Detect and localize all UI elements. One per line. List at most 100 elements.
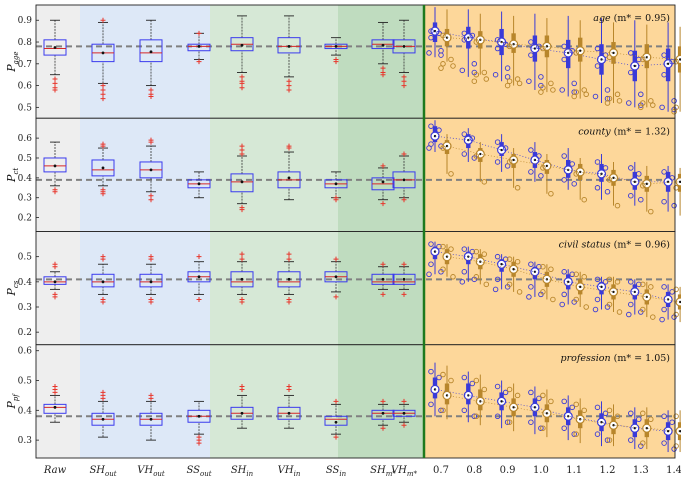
gold-sample-point [650,102,656,108]
blue-trend [434,389,669,432]
boxplot-6 [324,171,348,203]
gold-center-dot [612,290,615,294]
blue-center-dot [533,158,537,162]
x-tick-main: SH [370,465,386,476]
gold-sample-point [473,413,480,420]
gold-sample-point [481,179,488,185]
mean-dot [240,277,244,281]
gold-center-marker [675,297,681,307]
blue-sample-point [594,45,601,52]
gold-sample-point [548,80,554,87]
blue-sample-point [659,104,665,111]
series-gold [440,365,681,453]
blue-sample-point [569,271,575,278]
gold-center-dot [612,51,615,55]
gold-sample-point [673,443,679,449]
box-iqr [277,37,301,54]
blue-sample-point [461,246,468,252]
outlier-marker [380,163,386,169]
blue-group [492,11,511,82]
gold-sample-point [573,271,579,278]
outlier-marker [333,59,339,65]
mean-dot [287,176,291,180]
blue-sample-point [461,269,468,275]
blue-sample-point [459,67,466,74]
x-tick-label-7: SHm* [370,465,396,478]
blue-sample-point [494,383,501,390]
outlier-marker [401,261,407,267]
mean-dot [53,46,57,49]
gold-sample-point [640,410,646,417]
gold-sample-point [481,386,488,393]
outlier-marker [196,434,202,440]
outlier-marker [380,261,386,267]
gold-group [506,148,521,191]
gold-sample-point [573,431,579,437]
blue-sample-point [604,87,611,93]
blue-sample-point [661,169,667,175]
gold-sample-point [506,78,513,84]
blue-sample-point [561,153,567,159]
blue-sample-point [461,131,468,137]
region-band [80,231,210,345]
series-blue [426,241,677,323]
gold-sample-point [473,39,480,45]
gold-sample-point [481,69,488,76]
outlier-marker [401,422,407,428]
box-iqr [91,159,115,177]
blue-sample-point [626,311,632,318]
gold-sample-point [448,246,454,252]
gold-sample-point [573,296,579,303]
blue-sample-point [436,243,442,250]
outlier-marker [239,251,245,257]
boxplot-5 [277,15,301,93]
blue-sample-point [471,413,478,420]
x-tick-main: SS [186,465,200,476]
outlier-marker [333,256,339,262]
outlier-marker [286,256,292,262]
gold-sample-point [506,281,513,288]
x-tick-label-1: SHout [89,465,116,478]
outlier-marker [239,256,245,262]
blue-sample-point [428,28,434,34]
gold-sample-point [581,87,587,93]
blue-sample-point [671,98,677,104]
region-band [36,231,80,345]
gold-sample-point [581,196,587,203]
m-value-label: 0.7 [433,465,449,476]
mean-dot [402,44,406,48]
gold-group [540,154,554,197]
gold-sample-point [473,71,480,78]
mean-dot [101,417,105,421]
gold-sample-point [673,413,679,420]
blue-sample-point [659,316,665,323]
panel-annotation-value: (m* = 0.96) [614,240,670,251]
blue-sample-point [536,43,542,50]
outlier-marker [286,78,292,84]
gold-sample-point [614,413,621,420]
blue-sample-point [436,127,442,133]
m-value-label: 1.1 [566,465,582,476]
gold-sample-point [648,208,654,215]
gold-sample-point [473,377,480,384]
gold-sample-point [540,425,546,431]
gold-sample-point [571,93,577,100]
gold-group [504,15,523,89]
gold-center-dot [612,424,615,427]
outlier-marker [100,389,106,395]
gold-sample-point [550,296,556,303]
m-value-label: 1.4 [666,465,681,476]
boxplot-1 [91,389,115,438]
outlier-marker [52,383,58,389]
x-tick-main: VH [391,465,407,476]
outlier-marker [286,83,292,89]
blue-sample-point [428,34,434,41]
mean-dot [53,280,57,284]
blue-sample-point [469,380,476,387]
outlier-marker [100,83,106,89]
blue-sample-point [471,61,478,67]
blue-group [528,386,544,435]
blue-sample-point [628,69,634,76]
blue-group [626,20,644,108]
blue-sample-point [428,241,434,247]
